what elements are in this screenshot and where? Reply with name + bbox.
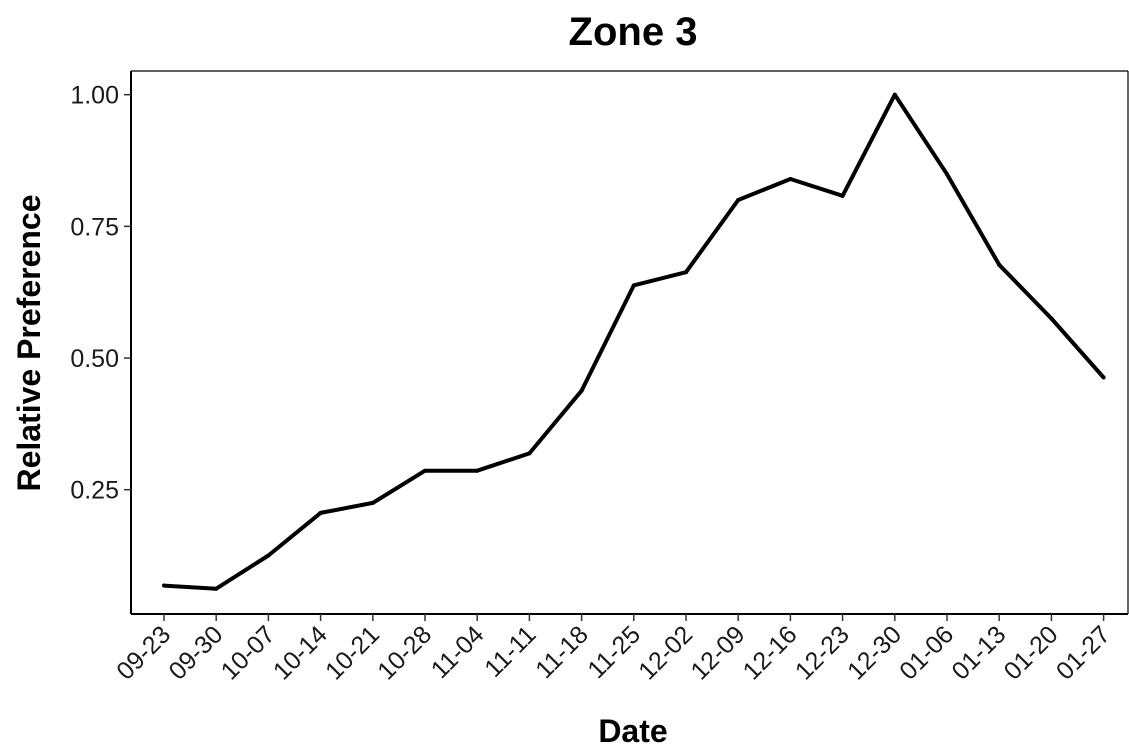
x-tick-label: 11-11	[479, 620, 541, 682]
data-point	[997, 262, 1002, 267]
x-tick-label: 10-28	[372, 620, 437, 685]
x-tick-label: 11-18	[530, 620, 594, 684]
x-tick-label: 11-04	[426, 620, 490, 684]
y-axis-title-group: Relative Preference	[11, 194, 47, 491]
data-point	[631, 283, 636, 288]
x-tick-label: 11-25	[582, 620, 646, 684]
data-point	[736, 198, 741, 203]
chart-title: Zone 3	[569, 10, 698, 54]
y-tick-label: 0.25	[70, 477, 119, 505]
data-point	[162, 583, 166, 588]
x-tick-label: 10-14	[268, 620, 333, 685]
x-tick-label: 01-20	[999, 620, 1064, 685]
x-tick-label: 12-09	[685, 620, 750, 685]
y-tick-label: 0.50	[70, 345, 119, 373]
series-line	[163, 92, 1106, 591]
y-tick-label: 0.75	[70, 213, 119, 241]
y-tick-label: 1.00	[70, 82, 119, 110]
data-point	[318, 510, 323, 515]
data-point	[527, 451, 532, 456]
x-tick-label: 12-30	[842, 620, 907, 685]
data-point	[788, 176, 793, 181]
data-point	[1101, 375, 1106, 380]
x-tick-label: 01-13	[946, 620, 1011, 685]
x-tick-label: 01-06	[894, 620, 959, 685]
data-point	[840, 193, 845, 198]
plot-area: 0.250.500.751.0009-2309-3010-0710-1410-2…	[70, 70, 1129, 685]
data-point	[945, 172, 949, 177]
x-tick-label: 12-23	[790, 620, 855, 685]
y-axis-title: Relative Preference	[11, 194, 47, 491]
x-tick-label: 10-07	[216, 620, 281, 685]
data-point	[266, 553, 271, 558]
x-tick-label: 09-30	[163, 620, 228, 685]
x-tick-label: 09-23	[111, 620, 176, 685]
x-tick-label: 12-16	[738, 620, 803, 685]
data-point	[423, 468, 427, 473]
x-tick-label: 12-02	[633, 620, 698, 685]
data-point	[370, 500, 375, 505]
data-point	[579, 388, 584, 393]
data-point	[684, 270, 688, 275]
data-point	[892, 92, 897, 97]
data-point	[475, 468, 480, 473]
x-tick-label: 10-21	[320, 620, 385, 685]
x-axis-title: Date	[598, 713, 667, 749]
x-tick-label: 01-27	[1051, 620, 1116, 685]
data-point	[1049, 316, 1054, 321]
data-point	[214, 586, 219, 591]
